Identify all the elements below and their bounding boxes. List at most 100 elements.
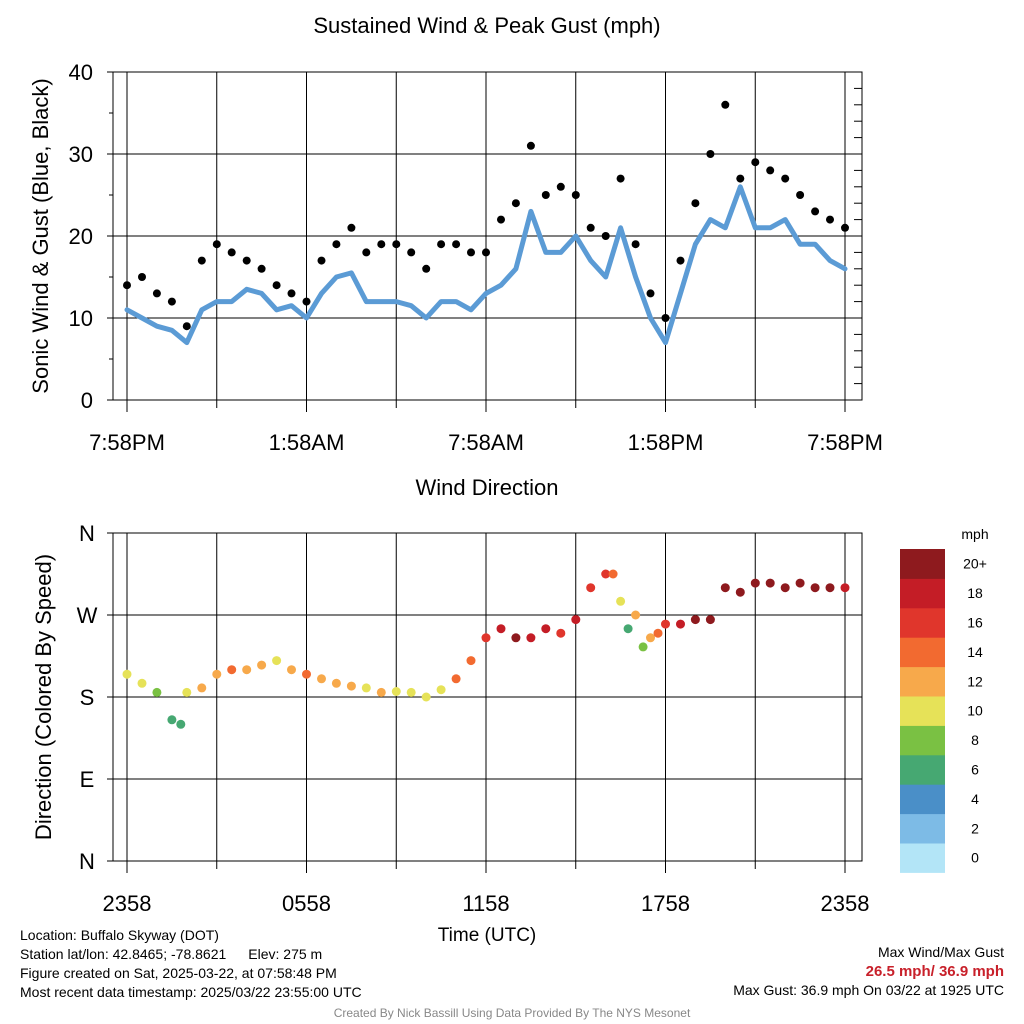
direction-point (661, 619, 670, 629)
gust-point (317, 256, 326, 265)
direction-point (780, 583, 790, 593)
bottom-y-axis-label: Direction (Colored By Speed) (31, 554, 56, 840)
top-chart-title: Sustained Wind & Peak Gust (mph) (313, 13, 660, 38)
colorbar-swatch (900, 607, 945, 638)
colorbar-label: 18 (967, 585, 983, 601)
direction-point (137, 678, 147, 688)
direction-point (720, 583, 730, 593)
direction-point (421, 692, 431, 702)
direction-point (361, 683, 371, 693)
direction-point (242, 665, 252, 675)
direction-point (810, 583, 820, 593)
top-x-tick-label: 7:58PM (89, 430, 165, 455)
direction-point (317, 674, 326, 684)
direction-point (705, 615, 715, 625)
top-y-axis-label: Sonic Wind & Gust (Blue, Black) (28, 78, 53, 393)
gust-point (616, 174, 625, 183)
gust-point (257, 264, 266, 273)
bottom-chart-title: Wind Direction (415, 475, 558, 500)
gust-point (796, 191, 805, 199)
station-info: Location: Buffalo Skyway (DOT) Station l… (20, 926, 362, 1002)
direction-point (631, 610, 641, 620)
top-x-tick-label: 7:58PM (807, 430, 883, 455)
max-gust-text: Max Gust: 36.9 mph On 03/22 at 1925 UTC (733, 982, 1004, 998)
top-y-tick-label: 20 (69, 224, 93, 249)
gust-point (467, 248, 475, 257)
gust-point (676, 256, 685, 265)
bottom-x-tick-label: 1158 (462, 891, 509, 916)
gust-point (526, 141, 535, 150)
gust-point (362, 248, 371, 257)
direction-point (436, 685, 446, 695)
direction-point (302, 669, 311, 679)
bottom-axis-ticks: 2358 0558 1158 1758 2358 N E S W N (77, 521, 870, 916)
direction-point (496, 624, 506, 634)
gust-point (197, 256, 206, 265)
bottom-data-marks (122, 569, 850, 729)
gust-point (631, 240, 640, 249)
gust-point (661, 314, 670, 322)
direction-point (676, 619, 685, 629)
direction-point (586, 583, 596, 593)
direction-point (623, 624, 633, 634)
colorbar-swatch (900, 725, 945, 756)
direction-point (376, 687, 386, 697)
gust-point (601, 232, 610, 240)
direction-point (526, 633, 536, 643)
gust-point (751, 158, 760, 167)
direction-point (750, 578, 760, 588)
gust-point (541, 191, 550, 199)
gust-point (437, 240, 446, 249)
direction-point (272, 656, 282, 666)
colorbar-swatch (900, 813, 945, 844)
gust-point (287, 289, 296, 298)
top-gridlines (113, 72, 862, 400)
bottom-y-tick-label: W (77, 603, 98, 628)
colorbar-label: 14 (967, 644, 983, 660)
top-y-tick-label: 10 (69, 306, 93, 331)
gust-point (377, 240, 386, 249)
gust-point (332, 240, 341, 249)
gust-point (646, 289, 655, 298)
colorbar-label: 20+ (963, 556, 987, 572)
colorbar-swatch (900, 549, 945, 579)
top-y-tick-label: 0 (81, 388, 93, 413)
colorbar-swatch (900, 784, 945, 815)
direction-point (541, 624, 551, 634)
gust-point (841, 223, 849, 232)
colorbar-swatch (900, 637, 945, 668)
gust-point (706, 150, 715, 158)
direction-point (646, 633, 655, 643)
gust-point (152, 289, 161, 298)
max-summary: Max Wind/Max Gust 26.5 mph/ 36.9 mph Max… (733, 943, 1004, 1000)
gust-point (212, 240, 221, 249)
direction-point (257, 660, 267, 670)
gust-point (482, 248, 490, 257)
gust-point (826, 215, 834, 224)
top-y-tick-label: 30 (69, 142, 93, 167)
gust-point (182, 322, 191, 331)
max-title: Max Wind/Max Gust (877, 944, 1004, 960)
direction-point (212, 669, 222, 679)
bottom-y-tick-label: E (80, 767, 95, 792)
colorbar-label: 8 (971, 732, 979, 748)
colorbar-label: 0 (971, 850, 979, 866)
location-text: Location: Buffalo Skyway (DOT) (20, 927, 219, 943)
colorbar-swatch (900, 666, 945, 697)
bottom-x-tick-label: 1758 (641, 891, 690, 916)
direction-point (197, 683, 207, 693)
gust-point (302, 297, 311, 306)
bottom-x-tick-label: 0558 (282, 891, 331, 916)
colorbar-swatch (900, 843, 945, 873)
gust-point (766, 166, 775, 175)
station-latlon: Station lat/lon: 42.8465; -78.8621 (20, 946, 227, 962)
direction-point (346, 681, 356, 691)
recent-data-text: Most recent data timestamp: 2025/03/22 2… (20, 984, 362, 1000)
direction-point (735, 587, 745, 597)
direction-point (571, 615, 581, 625)
top-data-marks (123, 100, 849, 346)
direction-point (825, 583, 835, 593)
direction-point (167, 715, 177, 725)
direction-point (795, 578, 805, 588)
